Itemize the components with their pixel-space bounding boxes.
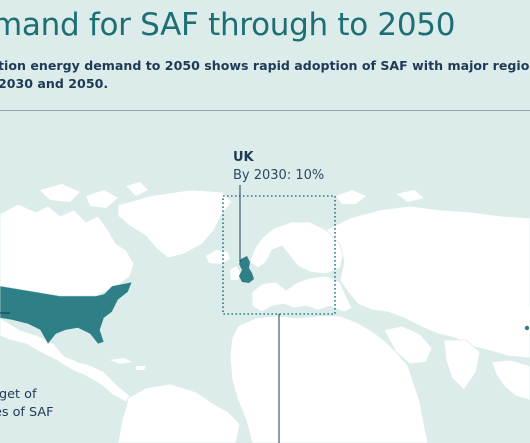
us-callout-text: rget of es of SAF [0, 386, 54, 422]
uk-callout-name: UK [233, 150, 254, 165]
arabia-india-landmass [383, 325, 481, 391]
arctic-islands-east [336, 190, 424, 204]
ireland-landmass [230, 266, 240, 280]
subtitle-line-2: 2030 and 2050. [0, 76, 109, 91]
greenland-landmass [117, 189, 233, 259]
japan-marker [524, 325, 530, 331]
southeast-asia-landmass [491, 359, 530, 401]
iceland-landmass [206, 250, 230, 264]
page-title: mand for SAF through to 2050 [0, 7, 456, 43]
uk-callout-target: By 2030: 10% [233, 168, 325, 183]
usa-highlight [0, 281, 133, 345]
arctic-islands [40, 182, 148, 208]
uk-highlight [239, 256, 254, 283]
subtitle-line-1: tion energy demand to 2050 shows rapid a… [0, 58, 530, 73]
south-america-landmass [117, 383, 241, 443]
uk-focus-frame [222, 195, 336, 315]
header-divider [0, 110, 530, 111]
caribbean-islands [110, 358, 146, 370]
europe-landmass [249, 221, 353, 313]
us-callout-line-1: rget of [0, 387, 37, 402]
us-callout-line-2: es of SAF [0, 405, 54, 420]
page-subtitle: tion energy demand to 2050 shows rapid a… [0, 57, 530, 93]
